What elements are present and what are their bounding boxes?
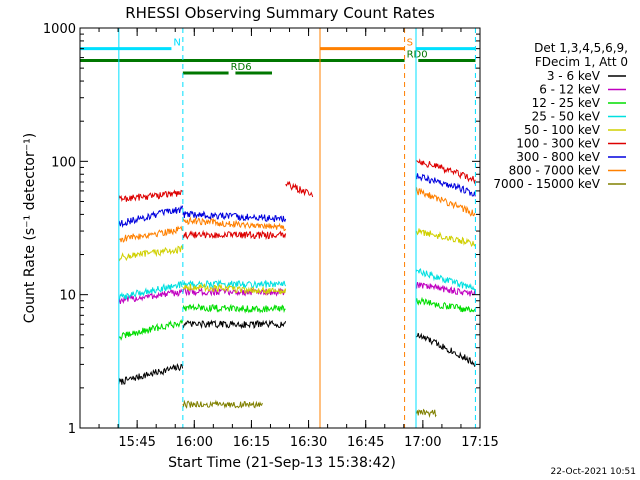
legend-header-line-1: Det 1,3,4,5,6,9, bbox=[534, 41, 628, 55]
series-trace-800-7000-kev bbox=[415, 186, 476, 217]
series-trace-7000-15000-kev bbox=[182, 399, 263, 409]
legend-entry-3-6-kev: 3 - 6 keV bbox=[547, 69, 626, 83]
series-trace-300-800-kev bbox=[415, 173, 476, 197]
series-trace-300-800-kev bbox=[182, 210, 287, 223]
series-50-100-kev bbox=[118, 228, 476, 297]
series-trace-800-7000-kev bbox=[118, 225, 183, 243]
legend-entry-12-25-kev: 12 - 25 keV bbox=[532, 96, 626, 110]
x-tick-label: 17:15 bbox=[461, 435, 498, 450]
y-tick-label: 10 bbox=[59, 289, 76, 304]
marker-layer bbox=[118, 28, 476, 428]
series-trace-25-50-kev bbox=[182, 279, 287, 290]
legend-label: 3 - 6 keV bbox=[547, 69, 601, 83]
legend-label: 25 - 50 keV bbox=[532, 110, 601, 124]
y-tick-layer: 1 10 100 1000 bbox=[43, 22, 480, 437]
legend-entry-6-12-kev: 6 - 12 keV bbox=[539, 83, 626, 97]
legend-entry-800-7000-kev: 800 - 7000 keV bbox=[509, 164, 626, 178]
series-trace-100-300-kev bbox=[415, 158, 476, 185]
series-trace-50-100-kev bbox=[118, 244, 184, 262]
series-layer bbox=[118, 158, 476, 418]
legend-entry-25-50-kev: 25 - 50 keV bbox=[532, 110, 626, 124]
flag-label-s: S bbox=[407, 38, 413, 49]
legend-label: 50 - 100 keV bbox=[524, 123, 601, 137]
legend-label: 100 - 300 keV bbox=[516, 137, 600, 151]
series-trace-25-50-kev bbox=[415, 268, 476, 292]
series-trace-12-25-kev bbox=[182, 303, 286, 314]
footer-date: 22-Oct-2021 10:51 bbox=[551, 467, 636, 477]
flag-label-rd0: RD0 bbox=[407, 50, 428, 61]
x-tick-layer: 15:45 16:00 16:15 16:30 16:45 17:00 17:15 bbox=[98, 28, 499, 450]
series-100-300-kev bbox=[118, 158, 476, 241]
legend-label: 7000 - 15000 keV bbox=[493, 177, 600, 191]
series-trace-300-800-kev bbox=[118, 205, 184, 229]
y-axis-label: Count Rate (s⁻¹ detector⁻¹) bbox=[22, 133, 38, 323]
plot-frame bbox=[79, 27, 481, 429]
chart-title: RHESSI Observing Summary Count Rates bbox=[125, 4, 435, 22]
series-trace-800-7000-kev bbox=[182, 216, 287, 232]
series-trace-3-6-kev bbox=[182, 319, 287, 330]
legend-entry-100-300-kev: 100 - 300 keV bbox=[516, 137, 626, 151]
series-trace-100-300-kev bbox=[285, 180, 314, 198]
series-trace-7000-15000-kev bbox=[415, 408, 437, 418]
x-tick-label: 16:15 bbox=[233, 435, 270, 450]
y-tick-label: 1 bbox=[68, 422, 76, 437]
series-25-50-kev bbox=[118, 268, 476, 300]
legend-entry-300-800-kev: 300 - 800 keV bbox=[516, 150, 626, 164]
legend-header-line-2: FDecim 1, Att 0 bbox=[535, 55, 628, 69]
x-tick-label: 16:00 bbox=[176, 435, 213, 450]
x-axis: 15:45 16:00 16:15 16:30 16:45 17:00 17:15 Star… bbox=[98, 28, 499, 471]
x-axis-label: Start Time (21-Sep-13 15:38:42) bbox=[168, 455, 396, 471]
legend-entry-7000-15000-kev: 7000 - 15000 keV bbox=[493, 177, 626, 191]
series-trace-6-12-kev bbox=[415, 281, 476, 297]
series-trace-25-50-kev bbox=[118, 281, 183, 300]
y-tick-label: 100 bbox=[51, 155, 76, 170]
series-trace-12-25-kev bbox=[118, 319, 184, 341]
series-trace-12-25-kev bbox=[415, 296, 476, 313]
series-trace-3-6-kev bbox=[118, 362, 184, 385]
series-trace-6-12-kev bbox=[182, 287, 286, 297]
legend-label: 300 - 800 keV bbox=[516, 150, 600, 164]
series-300-800-kev bbox=[118, 173, 476, 229]
x-tick-label: 16:30 bbox=[290, 435, 327, 450]
y-axis: 1 10 100 1000 Count Rate (s⁻¹ detector⁻¹) bbox=[22, 22, 480, 437]
series-3-6-kev bbox=[118, 319, 476, 385]
legend-entry-50-100-kev: 50 - 100 keV bbox=[524, 123, 626, 137]
series-7000-15000-kev bbox=[182, 399, 437, 418]
series-trace-50-100-kev bbox=[182, 282, 287, 297]
legend-label: 12 - 25 keV bbox=[532, 96, 601, 110]
flag-label-n: N bbox=[173, 38, 180, 49]
series-trace-100-300-kev bbox=[118, 189, 183, 202]
x-tick-label: 15:45 bbox=[118, 435, 155, 450]
series-trace-50-100-kev bbox=[415, 228, 476, 247]
y-tick-label: 1000 bbox=[43, 22, 76, 37]
x-tick-label: 17:00 bbox=[404, 435, 441, 450]
series-trace-100-300-kev bbox=[182, 229, 287, 241]
x-tick-label: 16:45 bbox=[347, 435, 384, 450]
series-800-7000-kev bbox=[118, 186, 476, 243]
flag-label-rd6: RD6 bbox=[231, 62, 252, 73]
series-12-25-kev bbox=[118, 296, 476, 341]
series-trace-3-6-kev bbox=[415, 332, 476, 367]
legend-label: 6 - 12 keV bbox=[539, 83, 601, 97]
legend-label: 800 - 7000 keV bbox=[509, 164, 601, 178]
legend: Det 1,3,4,5,6,9, FDecim 1, Att 0 3 - 6 k… bbox=[493, 41, 628, 191]
